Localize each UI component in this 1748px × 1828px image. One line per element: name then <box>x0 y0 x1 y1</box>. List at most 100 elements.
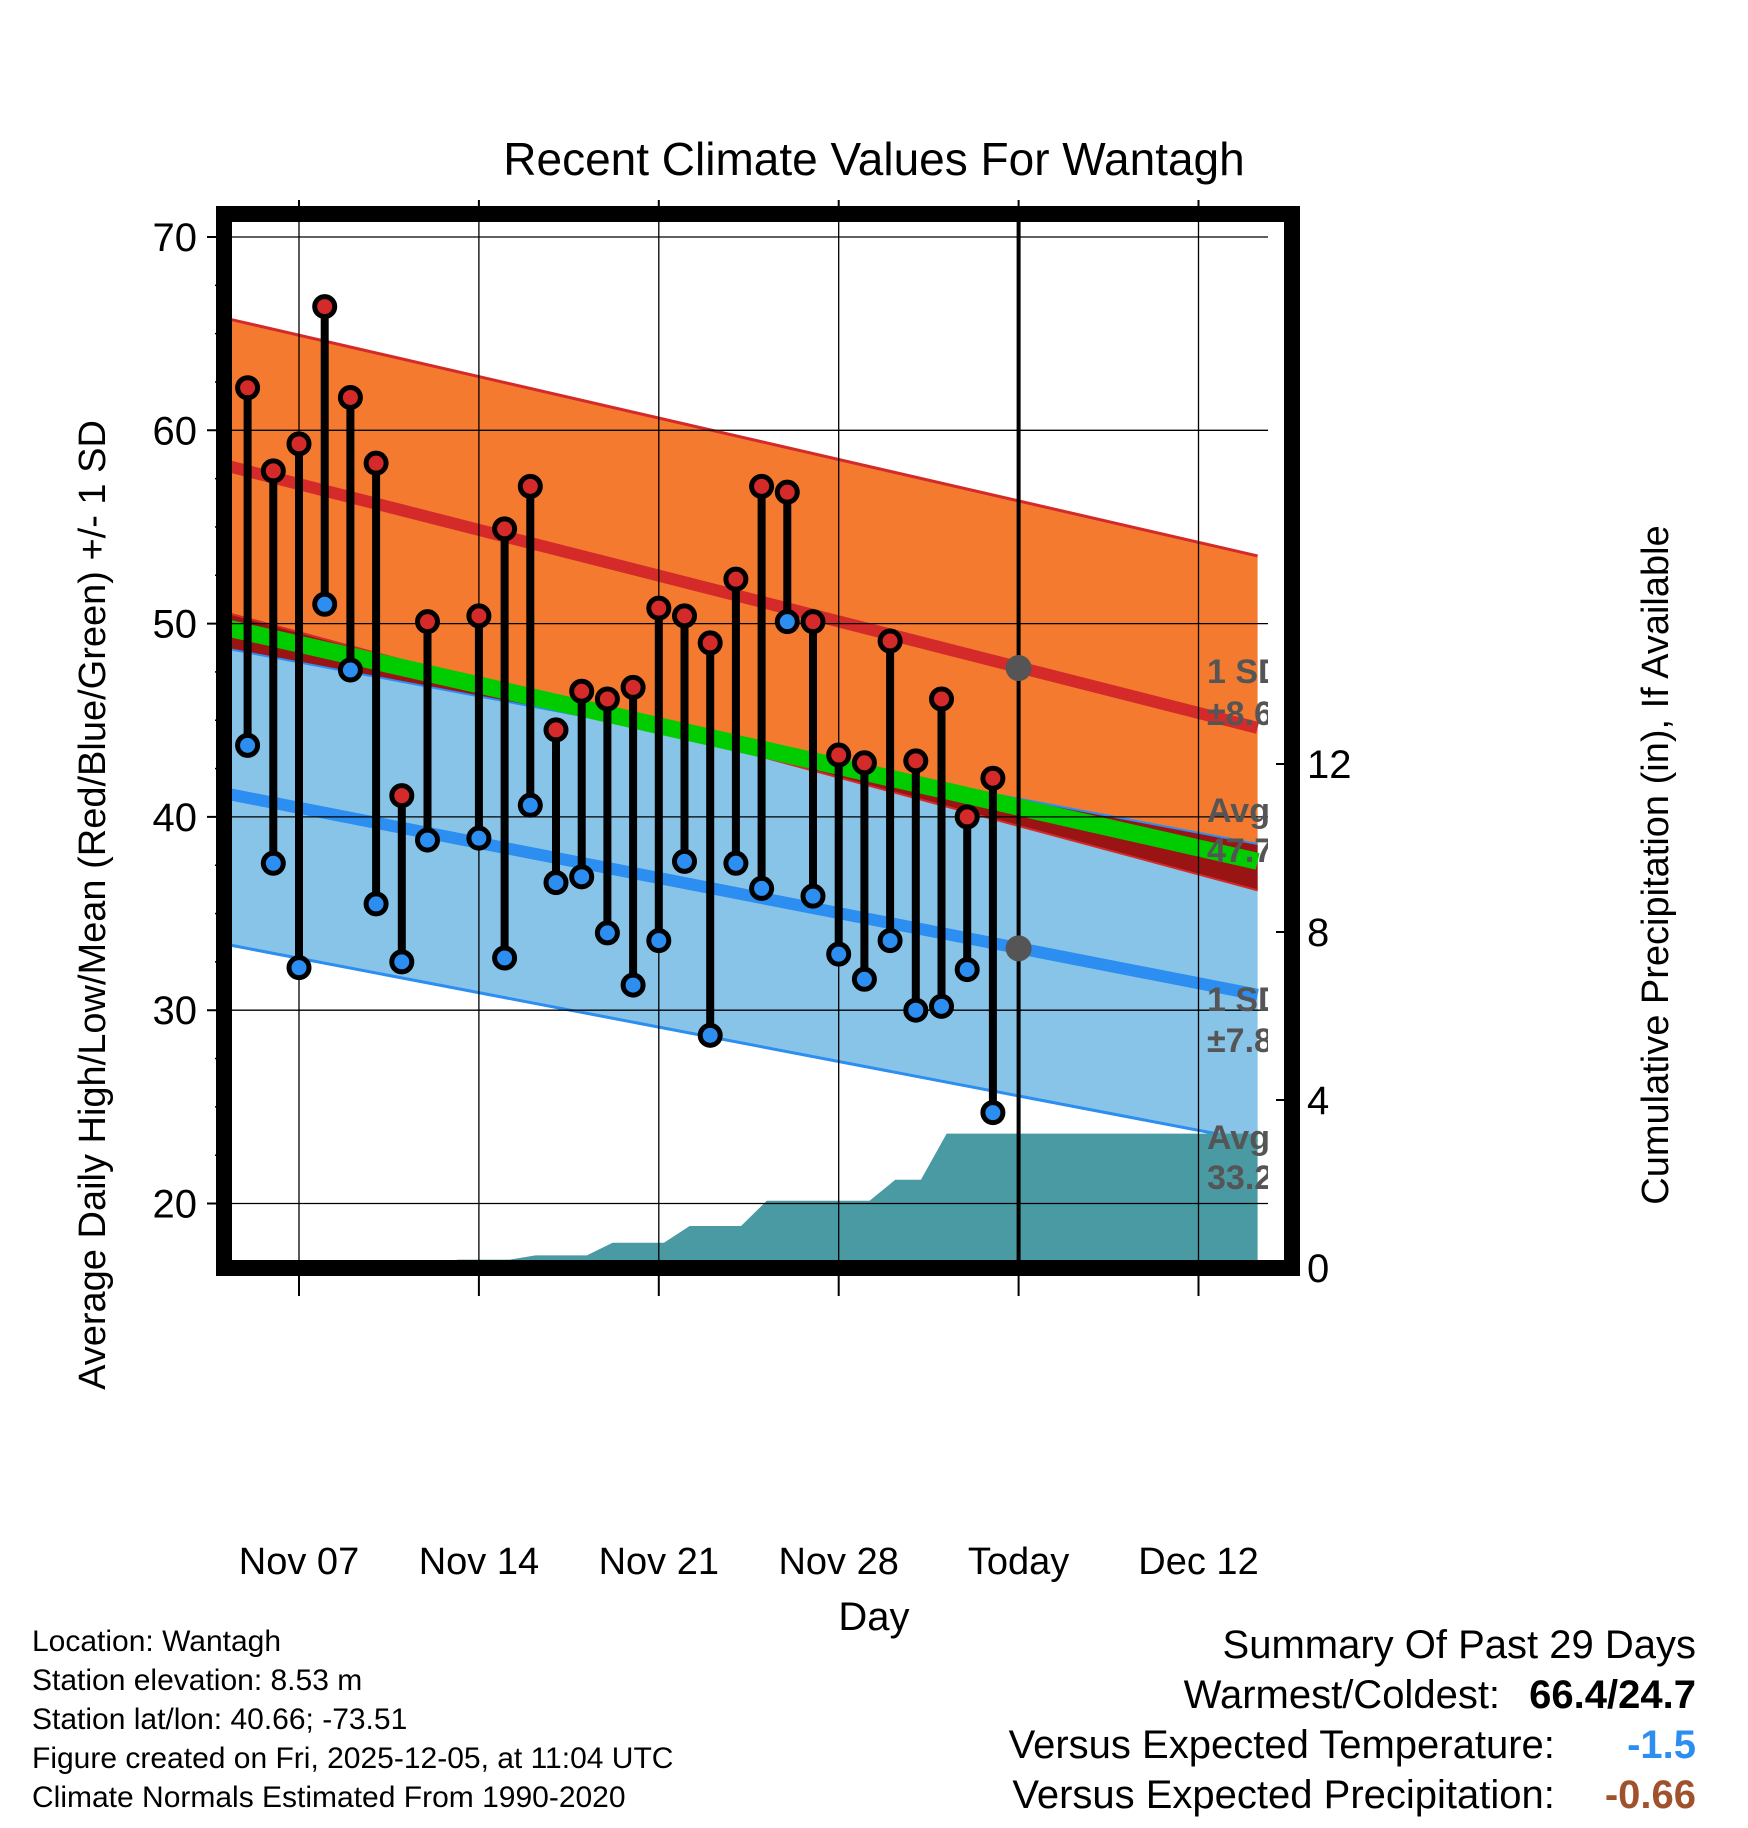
daily-high-point <box>415 609 440 635</box>
daily-low-point <box>672 848 697 874</box>
high-sd-label: 1 SD: <box>1207 653 1294 691</box>
precip-row: Versus Expected Precipitation: -0.66 <box>1009 1770 1696 1820</box>
high-avg-value: 47.7oF <box>1207 829 1307 870</box>
warm-cold-value: 66.4/24.7 <box>1529 1673 1696 1717</box>
low-avg-value: 33.2oF <box>1207 1156 1307 1197</box>
days-label: Days <box>1207 1426 1288 1464</box>
daily-low-point <box>877 928 903 954</box>
daily-high-point <box>569 678 595 704</box>
daily-low-point <box>749 875 775 901</box>
plot-frame <box>216 206 1300 1276</box>
normals-text: Climate Normals Estimated From 1990-2020 <box>32 1781 626 1814</box>
daily-low-point <box>774 609 800 635</box>
y-tick-label: 50 <box>153 603 198 647</box>
y-axis-label: Average Daily High/Low/Mean (Red/Blue/Gr… <box>72 420 114 1390</box>
daily-low-point <box>286 955 312 981</box>
daily-low-point <box>980 1100 1006 1126</box>
daily-low-point <box>337 657 363 683</box>
temp-row: Versus Expected Temperature: -1.5 <box>1009 1720 1696 1770</box>
daily-low-point <box>954 957 980 983</box>
daily-low-point <box>620 972 646 998</box>
daily-high-point <box>774 479 800 505</box>
high-sd-band <box>232 319 1258 891</box>
precip-label: Versus Expected Precipitation: <box>1012 1773 1555 1817</box>
latlon-text: Station lat/lon: 40.66; -73.51 <box>32 1703 408 1736</box>
temp-label: Versus Expected Temperature: <box>1008 1723 1555 1767</box>
y2-tick-label: 0 <box>1307 1247 1329 1291</box>
daily-high-point <box>620 674 646 700</box>
y2-tick-label: 4 <box>1307 1079 1329 1123</box>
low-sd-value: ±7.8oF <box>1207 1019 1307 1060</box>
daily-high-point <box>672 603 697 629</box>
daily-low-point <box>697 1022 723 1048</box>
daily-high-point <box>594 686 620 712</box>
precip-area <box>455 1133 1258 1260</box>
x-tick-label: Nov 28 <box>778 1541 898 1583</box>
daily-high-point <box>286 431 312 457</box>
days-count: 30 <box>1207 1383 1245 1421</box>
daily-high-point <box>954 804 980 830</box>
daily-high-point <box>929 686 954 712</box>
daily-high-point <box>723 566 749 592</box>
daily-low-point <box>543 870 569 896</box>
low-avg-label: Avg: <box>1207 1119 1281 1157</box>
warm-cold-row: Warmest/Coldest: 66.4/24.7 <box>1009 1670 1696 1720</box>
daily-high-point <box>466 603 492 629</box>
daily-high-point <box>903 748 929 774</box>
daily-low-point <box>517 792 543 818</box>
daily-low-point <box>723 850 749 876</box>
x-axis-label: Day <box>838 1595 909 1639</box>
warm-cold-label: Warmest/Coldest: <box>1183 1673 1501 1717</box>
y2-axis-label: Cumulative Precipitation (in), If Availa… <box>1635 525 1677 1204</box>
daily-low-point <box>646 928 672 954</box>
daily-low-point <box>389 949 415 975</box>
y-tick-label: 40 <box>153 796 198 840</box>
high-sd-value: ±8.6oF <box>1207 692 1307 733</box>
daily-low-point <box>851 966 877 992</box>
daily-low-point <box>312 591 338 617</box>
high-upper-line <box>232 318 1258 558</box>
daily-low-point <box>235 732 261 758</box>
daily-low-point <box>492 945 518 971</box>
daily-high-point <box>337 384 363 410</box>
daily-low-point <box>929 993 954 1019</box>
elevation-text: Station elevation: 8.53 m <box>32 1664 363 1697</box>
daily-low-point <box>569 864 595 890</box>
daily-high-point <box>697 630 723 656</box>
station-info: Location: Wantagh Station elevation: 8.5… <box>32 1622 673 1817</box>
x-tick-label: Dec 12 <box>1138 1541 1258 1583</box>
daily-high-point <box>389 783 415 809</box>
high-avg-label: Avg: <box>1207 792 1281 830</box>
y-tick-label: 60 <box>153 409 198 453</box>
daily-high-point <box>492 516 518 542</box>
daily-high-point <box>646 595 672 621</box>
daily-high-point <box>826 742 852 768</box>
daily-high-point <box>363 450 389 476</box>
daily-low-point <box>594 920 620 946</box>
daily-low-point <box>800 883 826 909</box>
x-tick-label: Nov 14 <box>419 1541 539 1583</box>
y-tick-label: 20 <box>153 1183 198 1227</box>
daily-high-point <box>543 717 569 743</box>
daily-high-point <box>235 375 261 401</box>
x-tick-label: Nov 21 <box>599 1541 719 1583</box>
normal-low-line <box>232 788 1259 1001</box>
y2-tick-label: 12 <box>1307 743 1352 787</box>
location-text: Location: Wantagh <box>32 1625 282 1658</box>
x-tick-label: Today <box>968 1541 1069 1583</box>
daily-high-point <box>517 473 543 499</box>
created-text: Figure created on Fri, 2025-12-05, at 11… <box>32 1742 674 1775</box>
low-sd-label: 1 SD: <box>1207 981 1294 1019</box>
daily-low-point <box>363 891 389 917</box>
y-tick-label: 70 <box>153 216 198 260</box>
precip-value: -0.66 <box>1604 1773 1696 1817</box>
daily-low-point <box>260 850 286 876</box>
chart-title: Recent Climate Values For Wantagh <box>503 133 1244 185</box>
summary-title: Summary Of Past 29 Days <box>1222 1623 1696 1667</box>
temp-value: -1.5 <box>1627 1723 1696 1767</box>
today-high-avg-marker <box>1005 655 1032 682</box>
daily-low-point <box>466 825 492 851</box>
daily-low-point <box>903 997 929 1023</box>
